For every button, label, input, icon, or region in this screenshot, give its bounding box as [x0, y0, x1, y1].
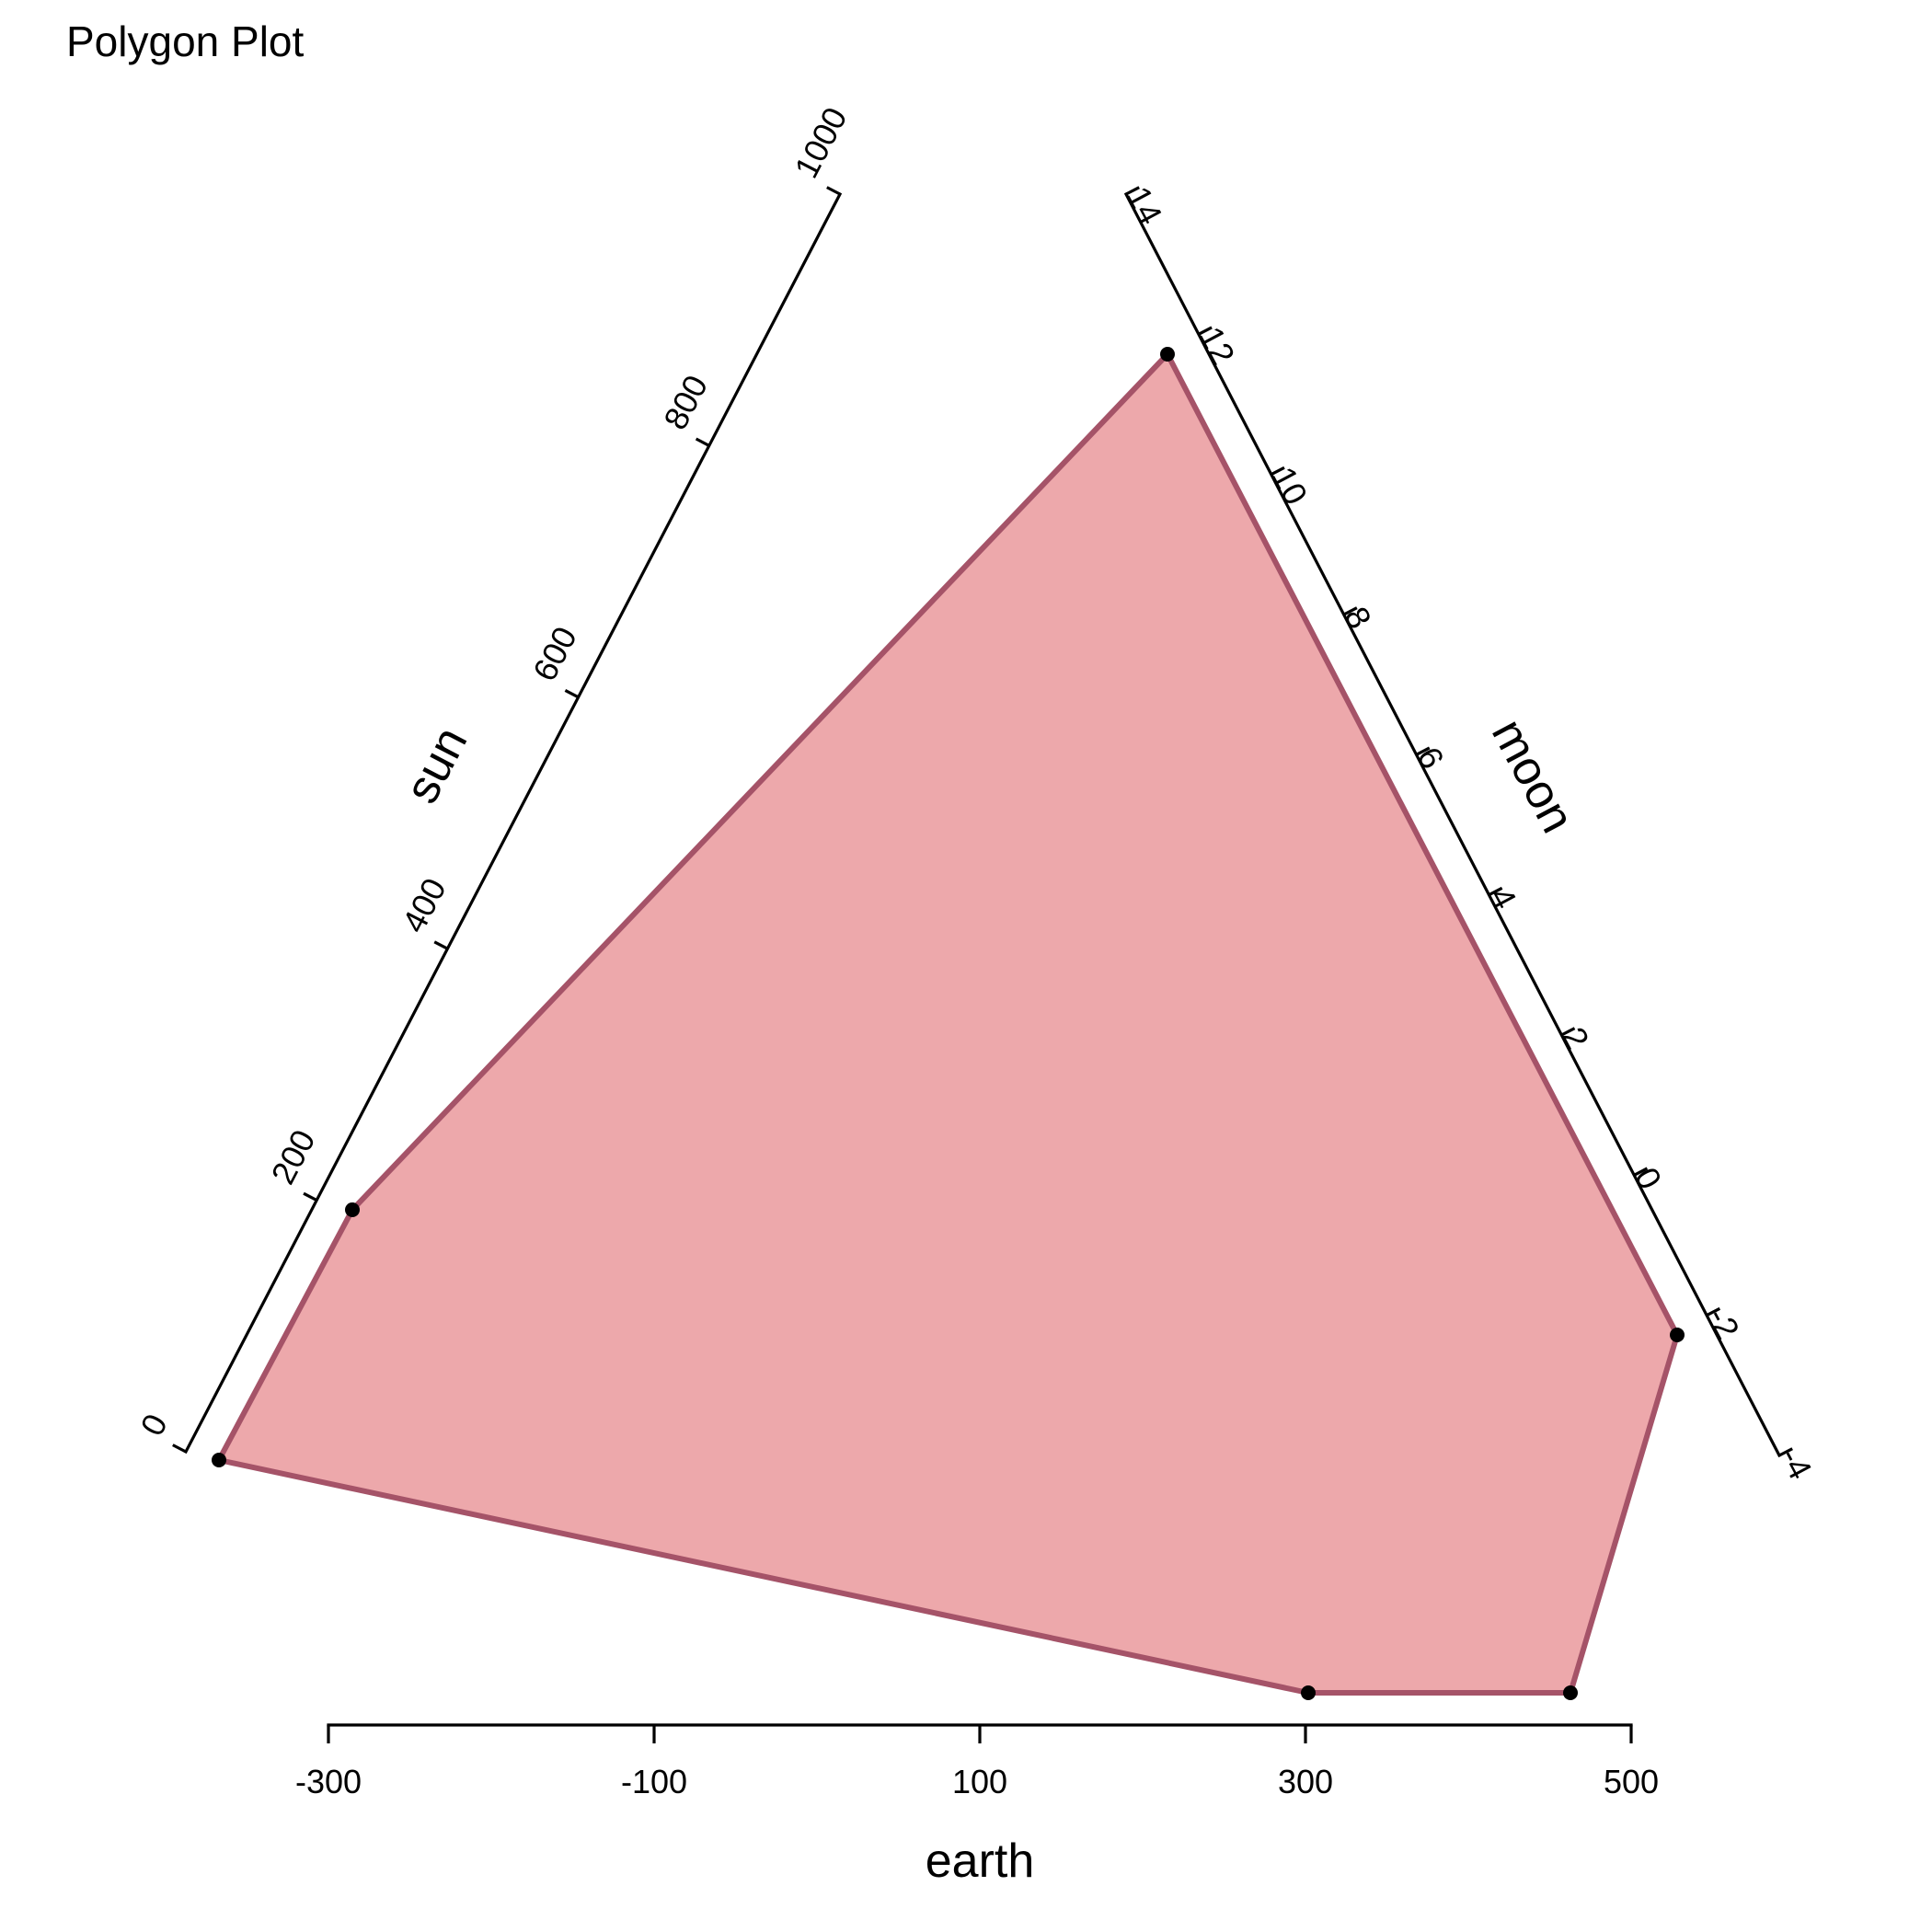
sun-tick-mark	[433, 940, 449, 950]
moon-tick-mark	[1198, 326, 1213, 336]
polygon-vertex-point	[1670, 1328, 1685, 1342]
moon-tick-mark	[1342, 606, 1358, 616]
earth-tick-label: 300	[1278, 1763, 1333, 1800]
moon-tick-mark	[1415, 746, 1431, 756]
sun-tick-mark	[564, 688, 580, 699]
moon-tick-label: 12	[1192, 320, 1243, 371]
moon-axis-title: moon	[1481, 710, 1584, 841]
earth-tick-label: 500	[1604, 1763, 1659, 1800]
moon-tick-label: 14	[1120, 180, 1170, 231]
sun-axis-title: sun	[395, 719, 477, 811]
sun-tick-mark	[826, 186, 841, 196]
moon-tick-label: 2	[1555, 1021, 1597, 1055]
data-polygon	[216, 351, 1680, 1696]
sun-tick-label: 1000	[787, 101, 854, 184]
moon-tick-mark	[1125, 186, 1140, 196]
moon-axis-line	[1123, 191, 1782, 1458]
moon-tick-label: -4	[1773, 1442, 1820, 1486]
sun-tick-label: 600	[525, 621, 584, 687]
polygon-vertex-point	[345, 1202, 360, 1217]
sun-tick-label: 200	[264, 1123, 323, 1190]
earth-tick-label: 100	[952, 1763, 1007, 1800]
sun-tick-mark	[303, 1191, 317, 1202]
moon-tick-label: 0	[1627, 1161, 1670, 1195]
sun-axis-line	[183, 191, 843, 1455]
sun-tick-mark	[695, 437, 710, 447]
moon-axis: -4 -2 0 2 4 6 8 10 12 14 moon	[1120, 180, 1820, 1486]
moon-tick-label: 10	[1264, 461, 1315, 512]
moon-tick-mark	[1271, 466, 1285, 477]
moon-tick-label: -2	[1700, 1302, 1747, 1346]
earth-axis: -300 -100 100 300 500 earth	[295, 1723, 1659, 1888]
sun-tick-mark	[172, 1443, 187, 1454]
polygon-vertex-point	[1301, 1685, 1316, 1700]
earth-tick-label: -300	[295, 1763, 362, 1800]
moon-tick-mark	[1706, 1306, 1721, 1317]
moon-tick-mark	[1778, 1447, 1793, 1457]
moon-tick-mark	[1633, 1167, 1649, 1177]
chart-title: Polygon Plot	[66, 17, 305, 65]
moon-tick-label: 4	[1482, 881, 1524, 915]
earth-tick-label: -100	[621, 1763, 687, 1800]
sun-tick-label: 400	[395, 872, 454, 938]
moon-tick-mark	[1560, 1027, 1576, 1037]
polygon-vertex-point	[212, 1453, 226, 1467]
sun-tick-label: 800	[656, 369, 715, 435]
moon-tick-label: 8	[1337, 601, 1379, 635]
polygon-vertex-point	[1563, 1685, 1578, 1700]
earth-axis-title: earth	[926, 1834, 1035, 1888]
sun-tick-label: 0	[132, 1408, 175, 1442]
polygon-vertex-point	[1160, 347, 1175, 362]
moon-tick-label: 6	[1409, 741, 1452, 775]
moon-tick-mark	[1488, 886, 1503, 897]
